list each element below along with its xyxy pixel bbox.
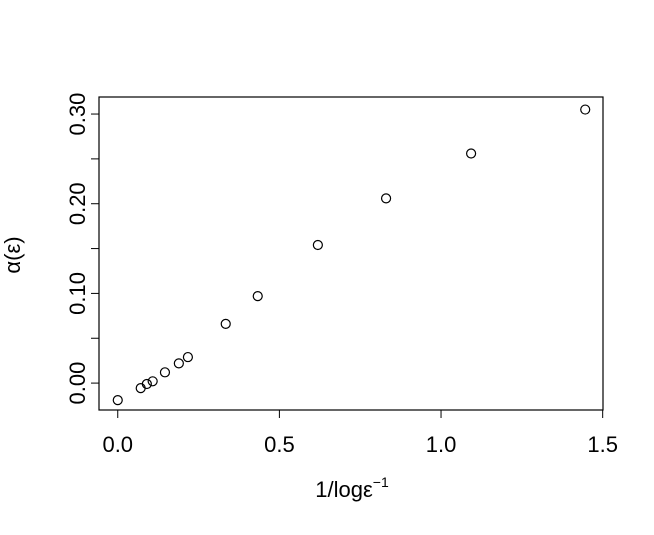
x-axis-label-main: 1/logε (315, 477, 373, 502)
y-tick-label: 0.30 (65, 93, 90, 136)
x-tick-label: 0.5 (264, 432, 295, 457)
point (252, 291, 263, 302)
x-tick-label: 1.0 (426, 432, 457, 457)
y-tick-label: 0.20 (65, 182, 90, 225)
point (112, 395, 123, 406)
point (380, 193, 392, 204)
x-tick-label: 1.5 (587, 432, 618, 457)
point (147, 376, 158, 387)
point (220, 318, 231, 330)
x-tick-label: 0.0 (102, 432, 133, 457)
point (141, 378, 152, 390)
y-tick-label: 0.10 (65, 272, 90, 315)
point (173, 358, 184, 369)
y-axis-label: α(ε) (0, 236, 25, 273)
point (312, 239, 323, 251)
point (580, 104, 591, 115)
point (182, 351, 194, 363)
x-axis-label-sup: −1 (373, 474, 389, 490)
x-axis-label: 1/logε−1 (315, 474, 389, 502)
point (466, 148, 477, 159)
point (159, 367, 171, 378)
y-tick-label: 0.00 (65, 362, 90, 405)
